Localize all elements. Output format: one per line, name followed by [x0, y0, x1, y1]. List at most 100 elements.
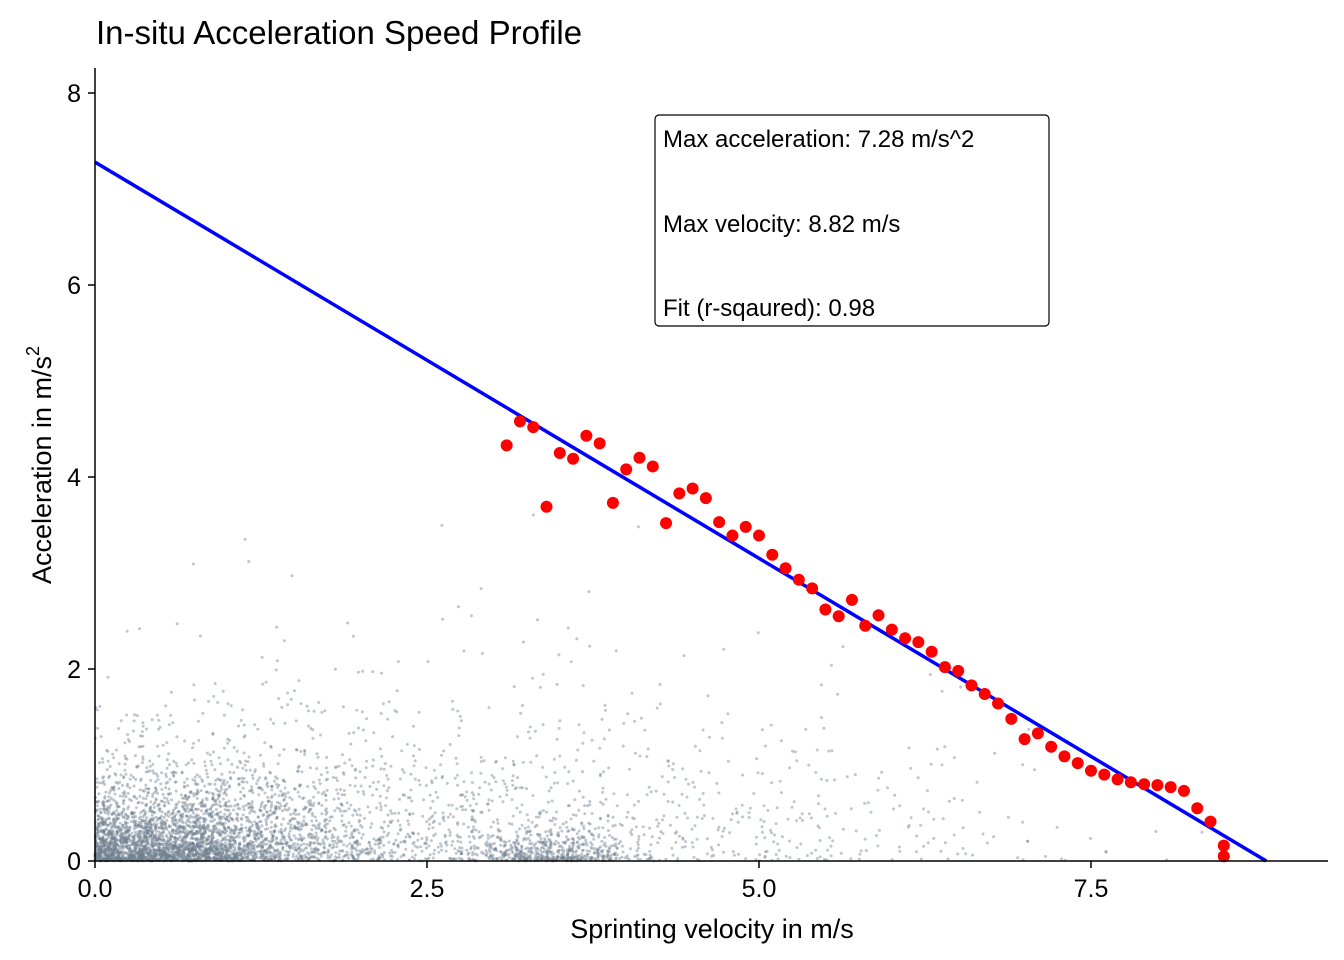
raw-point	[205, 857, 209, 861]
raw-point	[202, 841, 205, 845]
raw-point	[306, 709, 310, 713]
raw-point	[110, 851, 114, 855]
raw-point	[205, 852, 209, 856]
raw-point	[206, 848, 210, 852]
raw-point	[208, 841, 212, 845]
raw-point	[494, 760, 498, 764]
raw-point	[267, 857, 271, 861]
raw-point	[140, 819, 144, 823]
raw-point	[192, 832, 196, 836]
raw-point	[623, 856, 627, 860]
raw-point	[419, 845, 422, 849]
raw-point	[97, 857, 101, 861]
raw-point	[315, 752, 319, 756]
raw-point	[776, 842, 780, 846]
raw-point	[600, 717, 604, 721]
raw-point	[314, 819, 318, 823]
raw-point	[307, 835, 311, 839]
raw-point	[324, 798, 328, 802]
raw-point	[116, 825, 120, 829]
raw-point	[215, 802, 219, 806]
raw-point	[411, 831, 415, 835]
raw-point	[681, 836, 685, 840]
raw-point	[413, 853, 417, 857]
raw-point	[199, 848, 203, 852]
raw-point	[177, 851, 181, 855]
raw-point	[150, 844, 153, 848]
raw-point	[517, 827, 521, 831]
raw-point	[472, 836, 476, 840]
raw-point	[500, 853, 504, 857]
raw-point	[275, 816, 279, 820]
raw-point	[104, 848, 108, 852]
raw-point	[144, 856, 148, 860]
raw-point	[310, 836, 314, 840]
raw-point	[103, 782, 107, 786]
raw-point	[161, 857, 165, 861]
raw-point	[529, 846, 533, 850]
raw-point	[283, 721, 287, 725]
raw-point	[162, 852, 166, 856]
raw-point	[149, 839, 153, 843]
raw-point	[133, 834, 137, 838]
raw-point	[471, 851, 475, 854]
raw-point	[238, 828, 242, 832]
raw-point	[360, 710, 364, 714]
raw-point	[932, 817, 936, 821]
raw-point	[127, 835, 131, 839]
raw-point	[133, 851, 137, 855]
raw-point	[249, 853, 253, 856]
raw-point	[131, 852, 135, 856]
raw-point	[108, 791, 112, 795]
raw-point	[301, 854, 304, 858]
raw-point	[274, 855, 278, 859]
raw-point	[141, 796, 145, 800]
raw-point	[203, 820, 207, 824]
raw-point	[137, 745, 141, 749]
raw-point	[603, 703, 607, 707]
raw-point	[166, 799, 170, 803]
raw-point	[120, 828, 124, 832]
raw-point	[380, 671, 383, 675]
raw-point	[421, 814, 425, 818]
raw-point	[469, 830, 473, 833]
raw-point	[259, 809, 263, 813]
raw-point	[173, 835, 177, 839]
raw-point	[253, 723, 257, 727]
raw-point	[203, 764, 207, 768]
raw-point	[308, 766, 312, 770]
raw-point	[222, 746, 226, 750]
raw-point	[563, 842, 567, 845]
raw-point	[100, 844, 104, 848]
raw-point	[563, 765, 567, 769]
raw-point	[135, 765, 139, 769]
raw-point	[225, 849, 229, 853]
raw-point	[234, 842, 238, 846]
raw-point	[717, 825, 721, 829]
raw-point	[244, 768, 248, 772]
raw-point	[261, 844, 265, 848]
raw-point	[270, 820, 273, 824]
raw-point	[296, 769, 300, 773]
raw-point	[119, 857, 123, 861]
raw-point	[297, 812, 301, 816]
raw-point	[428, 853, 432, 857]
raw-point	[218, 850, 221, 854]
raw-point	[599, 800, 603, 804]
raw-point	[447, 803, 451, 807]
raw-point	[225, 787, 229, 791]
raw-point	[183, 847, 187, 851]
raw-point	[181, 826, 185, 830]
raw-point	[530, 820, 534, 824]
raw-point	[368, 810, 372, 814]
raw-point	[135, 797, 139, 800]
raw-point	[825, 814, 829, 818]
raw-point	[186, 819, 190, 823]
raw-point	[137, 854, 141, 858]
raw-point	[564, 820, 568, 824]
raw-point	[223, 835, 227, 839]
raw-point	[275, 836, 279, 840]
raw-point	[241, 850, 244, 854]
raw-point	[909, 816, 913, 820]
raw-point	[176, 837, 180, 840]
